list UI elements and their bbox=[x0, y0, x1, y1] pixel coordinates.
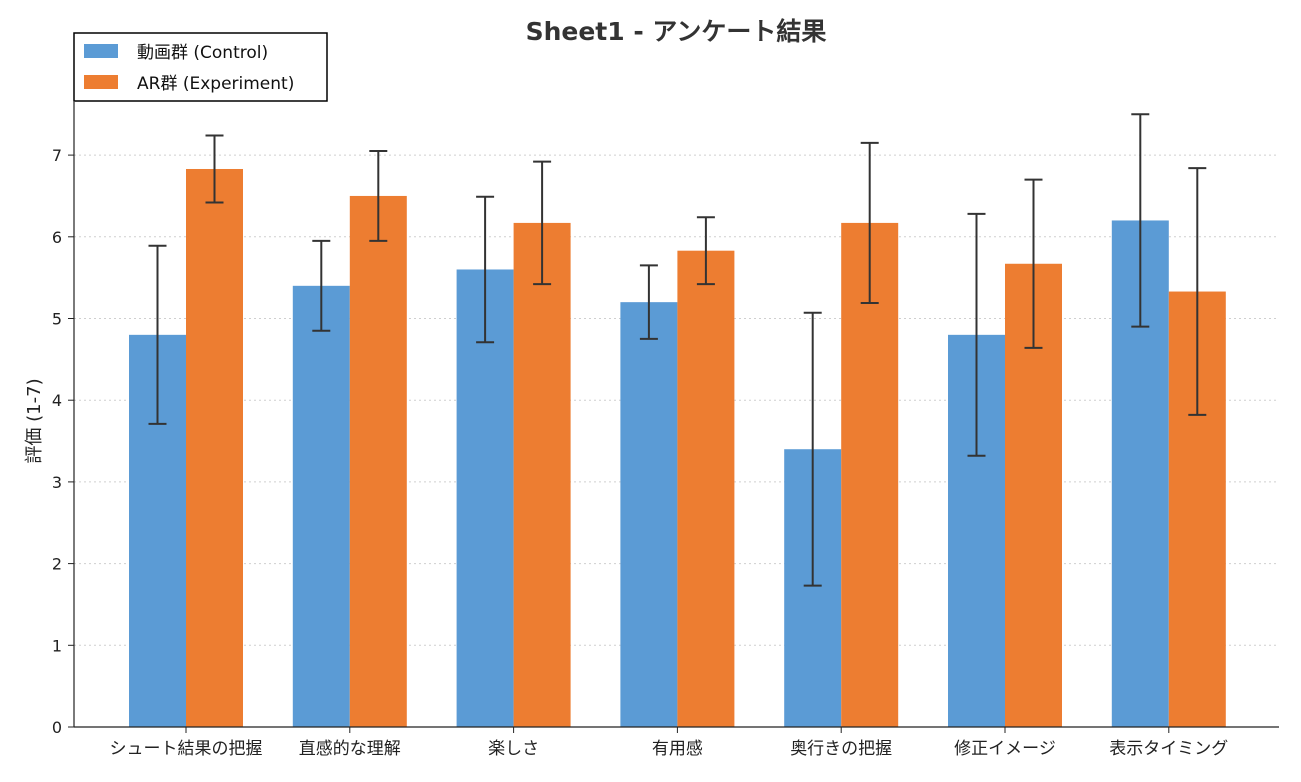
bar-control bbox=[456, 269, 514, 727]
bar-ar bbox=[186, 168, 243, 727]
bar-ar bbox=[513, 222, 571, 727]
x-category-labels: シュート結果の把握 直感的な理解 楽しさ 有用感 奥行きの把握 修正イメージ 表示タイミング bbox=[110, 727, 1228, 759]
x-category-label: 表示タイミング bbox=[1109, 739, 1228, 759]
y-tick-label: 0 bbox=[52, 718, 62, 737]
error-bar bbox=[1131, 113, 1150, 328]
legend-label-ar: AR群 (Experiment) bbox=[137, 74, 294, 94]
chart-title: Sheet1 - アンケート結果 bbox=[526, 17, 827, 46]
gridlines bbox=[74, 154, 1279, 646]
bar-ar bbox=[349, 195, 407, 727]
legend: 動画群 (Control) AR群 (Experiment) bbox=[73, 32, 328, 102]
axes bbox=[73, 102, 1279, 728]
error-bar bbox=[369, 150, 388, 242]
legend-label-control: 動画群 (Control) bbox=[137, 43, 268, 63]
error-bar bbox=[533, 160, 552, 286]
y-tick-label: 3 bbox=[52, 473, 62, 492]
legend-swatch-ar bbox=[84, 75, 118, 89]
y-tick-label: 4 bbox=[52, 391, 62, 410]
bars bbox=[129, 168, 1226, 727]
error-bar bbox=[696, 216, 715, 286]
y-tick-label: 5 bbox=[52, 310, 62, 329]
error-bar bbox=[476, 195, 495, 344]
y-tick-label: 6 bbox=[52, 228, 62, 247]
error-bars bbox=[148, 113, 1207, 587]
y-tick-label: 2 bbox=[52, 555, 62, 574]
y-ticks: 0 1 2 3 4 5 6 7 bbox=[52, 146, 74, 737]
x-category-label: 有用感 bbox=[652, 739, 703, 759]
x-category-label: 修正イメージ bbox=[954, 739, 1056, 759]
error-bar bbox=[148, 244, 167, 425]
bar-ar bbox=[841, 222, 899, 727]
error-bar bbox=[860, 141, 879, 304]
error-bar bbox=[312, 239, 331, 332]
error-bar bbox=[803, 311, 822, 587]
error-bar bbox=[639, 264, 658, 340]
error-bar bbox=[205, 134, 224, 204]
bar-control bbox=[620, 302, 678, 727]
x-category-label: 直感的な理解 bbox=[299, 739, 401, 759]
y-tick-label: 7 bbox=[52, 146, 62, 165]
x-category-label: 奥行きの把握 bbox=[790, 739, 892, 759]
error-bar bbox=[1188, 167, 1207, 416]
bar-control bbox=[292, 285, 350, 727]
x-category-label: 楽しさ bbox=[488, 739, 539, 759]
y-tick-label: 1 bbox=[52, 636, 62, 655]
bar-ar bbox=[677, 250, 735, 727]
error-bar bbox=[967, 212, 986, 457]
error-bar bbox=[1024, 178, 1043, 349]
x-category-label: シュート結果の把握 bbox=[110, 739, 263, 759]
y-axis-label: 評価 (1-7) bbox=[24, 378, 45, 463]
legend-swatch-control bbox=[84, 44, 118, 58]
